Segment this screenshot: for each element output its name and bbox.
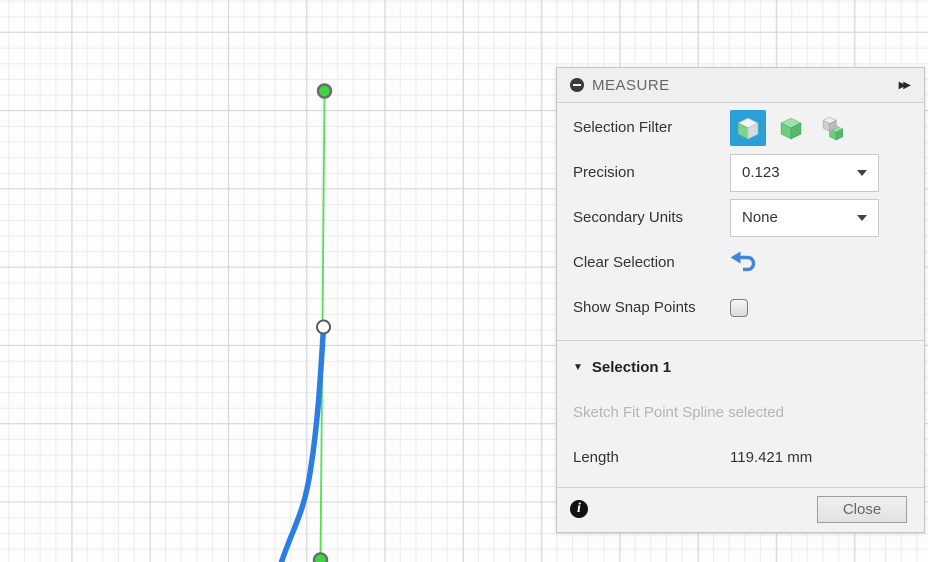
secondary-units-label: Secondary Units <box>573 209 684 226</box>
show-snap-points-checkbox[interactable] <box>730 298 748 317</box>
selection1-status: Sketch Fit Point Spline selected <box>573 404 784 421</box>
spline-endpoint[interactable] <box>316 319 331 335</box>
selection1-status-row: Sketch Fit Point Spline selected <box>557 390 924 435</box>
precision-dropdown[interactable]: 0.123 <box>730 153 879 192</box>
clear-selection-row: Clear Selection <box>557 240 924 285</box>
selection-filter-label: Selection Filter <box>573 119 673 136</box>
chevron-down-icon <box>857 169 867 176</box>
length-row: Length 119.421 mm <box>557 435 924 480</box>
info-icon[interactable]: i <box>570 500 588 518</box>
undo-arrow-icon[interactable] <box>730 251 757 275</box>
show-snap-points-label: Show Snap Points <box>573 299 696 316</box>
collapse-icon[interactable] <box>570 78 584 92</box>
length-value: 119.421 mm <box>730 449 813 466</box>
filter-body-button[interactable] <box>773 110 809 146</box>
precision-row: Precision 0.123 <box>557 150 924 195</box>
cube-body-icon <box>780 117 802 140</box>
dock-panel-icon[interactable]: ▶▶ <box>898 79 911 91</box>
close-button[interactable]: Close <box>817 496 907 523</box>
selected-spline[interactable] <box>278 325 327 562</box>
sketch-point-top[interactable] <box>316 83 333 99</box>
precision-label: Precision <box>573 164 635 181</box>
filter-component-button[interactable] <box>816 110 852 146</box>
selection-filter-row: Selection Filter <box>557 105 924 150</box>
secondary-units-dropdown[interactable]: None <box>730 198 879 237</box>
section-divider <box>557 340 924 341</box>
length-label: Length <box>573 449 619 466</box>
dialog-title: MEASURE <box>592 76 670 94</box>
footer-divider <box>557 487 924 488</box>
selection1-header-row[interactable]: ▼ Selection 1 <box>557 345 924 390</box>
clear-selection-label: Clear Selection <box>573 254 675 271</box>
cube-component-icon <box>822 116 844 141</box>
show-snap-points-row: Show Snap Points <box>557 285 924 330</box>
chevron-down-icon <box>857 214 867 221</box>
selection1-header: Selection 1 <box>591 359 672 376</box>
secondary-units-value: None <box>742 209 778 226</box>
selection-filter-group <box>730 109 852 146</box>
sketch-point-bottom[interactable] <box>312 552 329 562</box>
measure-dialog-header: MEASURE ▶▶ <box>557 68 924 103</box>
triangle-down-icon: ▼ <box>573 362 583 373</box>
precision-value: 0.123 <box>742 164 780 181</box>
cube-face-icon <box>737 117 759 140</box>
secondary-units-row: Secondary Units None <box>557 195 924 240</box>
measure-dialog: MEASURE ▶▶ Selection Filter <box>556 67 925 533</box>
filter-face-button[interactable] <box>730 109 766 146</box>
